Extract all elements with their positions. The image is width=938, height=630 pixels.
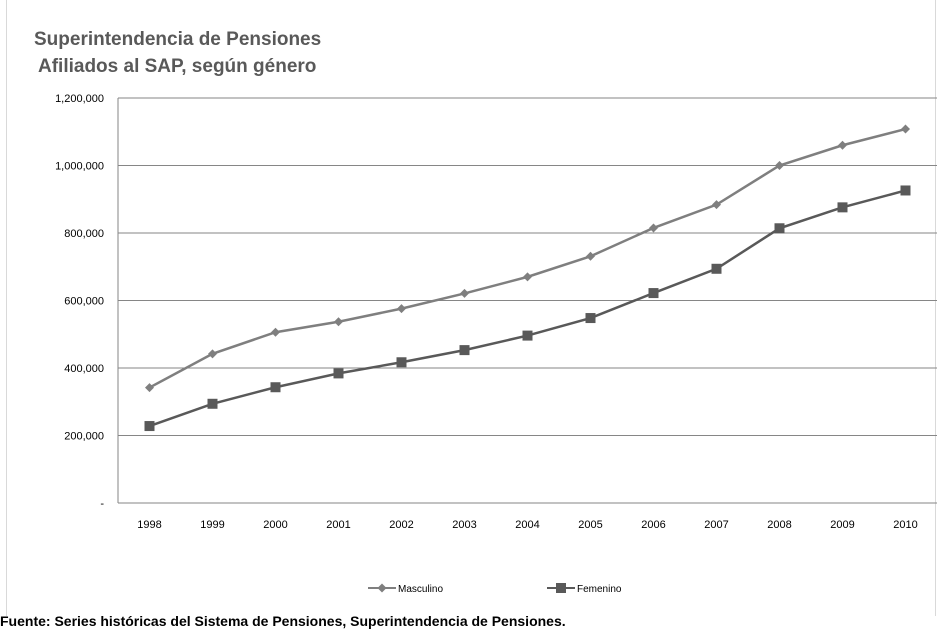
- chart-subtitle: Afiliados al SAP, según género: [38, 56, 317, 77]
- data-point-masculino: [901, 124, 910, 134]
- series-line-femenino: [149, 189, 906, 428]
- x-tick-label: 2004: [515, 519, 539, 531]
- data-point-femenino: [648, 288, 659, 299]
- y-tick-label: 200,000: [64, 431, 104, 443]
- data-point-masculino: [334, 317, 343, 327]
- data-point-masculino: [712, 200, 721, 210]
- y-tick-label: 800,000: [64, 228, 104, 240]
- data-point-masculino: [208, 349, 217, 359]
- data-point-masculino: [838, 140, 847, 150]
- data-point-femenino: [585, 313, 596, 324]
- series-line-masculino: [148, 127, 906, 389]
- x-tick-label: 2003: [452, 519, 476, 531]
- x-tick-label: 1998: [137, 519, 161, 531]
- data-point-femenino: [144, 421, 155, 432]
- y-tick-label: 1,000,000: [55, 161, 104, 173]
- chart-frame: [6, 0, 936, 616]
- legend-label-masculino: Masculino: [398, 584, 443, 595]
- data-point-femenino: [900, 185, 911, 196]
- series-lines: [144, 124, 911, 432]
- data-point-masculino: [649, 223, 658, 233]
- data-point-masculino: [523, 272, 532, 282]
- data-point-femenino: [711, 263, 722, 274]
- source-note: Fuente: Series históricas del Sistema de…: [0, 613, 566, 629]
- data-point-masculino: [775, 161, 784, 170]
- x-tick-label: 2007: [704, 519, 728, 531]
- x-tick-label: 2010: [893, 519, 917, 531]
- data-point-femenino: [396, 357, 407, 368]
- y-tick-label: 400,000: [64, 363, 104, 375]
- data-point-femenino: [522, 330, 533, 341]
- x-tick-label: 2008: [767, 519, 791, 531]
- data-point-femenino: [333, 368, 344, 379]
- x-tick-label: 2001: [326, 519, 350, 531]
- legend-marker-masculino: [377, 583, 387, 593]
- axes: [117, 98, 937, 504]
- data-point-masculino: [586, 251, 595, 261]
- data-point-masculino: [271, 327, 280, 337]
- chart-title: Superintendencia de Pensiones: [34, 29, 322, 50]
- legend-marker-femenino: [556, 583, 566, 593]
- x-tick-label: 2009: [830, 519, 854, 531]
- x-tick-label: 2002: [389, 519, 413, 531]
- x-axis-tick-labels: 1998 1999 2000 2001 2002 2003 2004 2005 2006 2007…: [137, 519, 917, 531]
- data-point-femenino: [774, 223, 785, 234]
- y-tick-label: 1,200,000: [55, 93, 104, 105]
- chart-title-block: Superintendencia de Pensiones Afiliados …: [34, 26, 321, 80]
- y-tick-label: 600,000: [64, 296, 104, 308]
- data-point-masculino: [460, 288, 469, 298]
- y-tick-label: -: [100, 498, 104, 510]
- data-point-femenino: [837, 202, 848, 213]
- data-point-masculino: [397, 304, 406, 314]
- data-point-femenino: [270, 382, 281, 393]
- x-tick-label: 2006: [641, 519, 665, 531]
- data-point-femenino: [459, 345, 470, 356]
- data-point-masculino: [145, 383, 154, 393]
- gridlines: [118, 97, 937, 436]
- x-tick-label: 2000: [263, 519, 287, 531]
- x-tick-label: 2005: [578, 519, 602, 531]
- x-tick-label: 1999: [200, 519, 224, 531]
- y-axis-tick-labels: - 200,000 400,000 600,000 800,000 1,000,000 1,…: [55, 93, 104, 510]
- legend-label-femenino: Femenino: [577, 584, 622, 595]
- legend: Masculino Femenino: [368, 583, 622, 595]
- data-point-femenino: [207, 398, 218, 409]
